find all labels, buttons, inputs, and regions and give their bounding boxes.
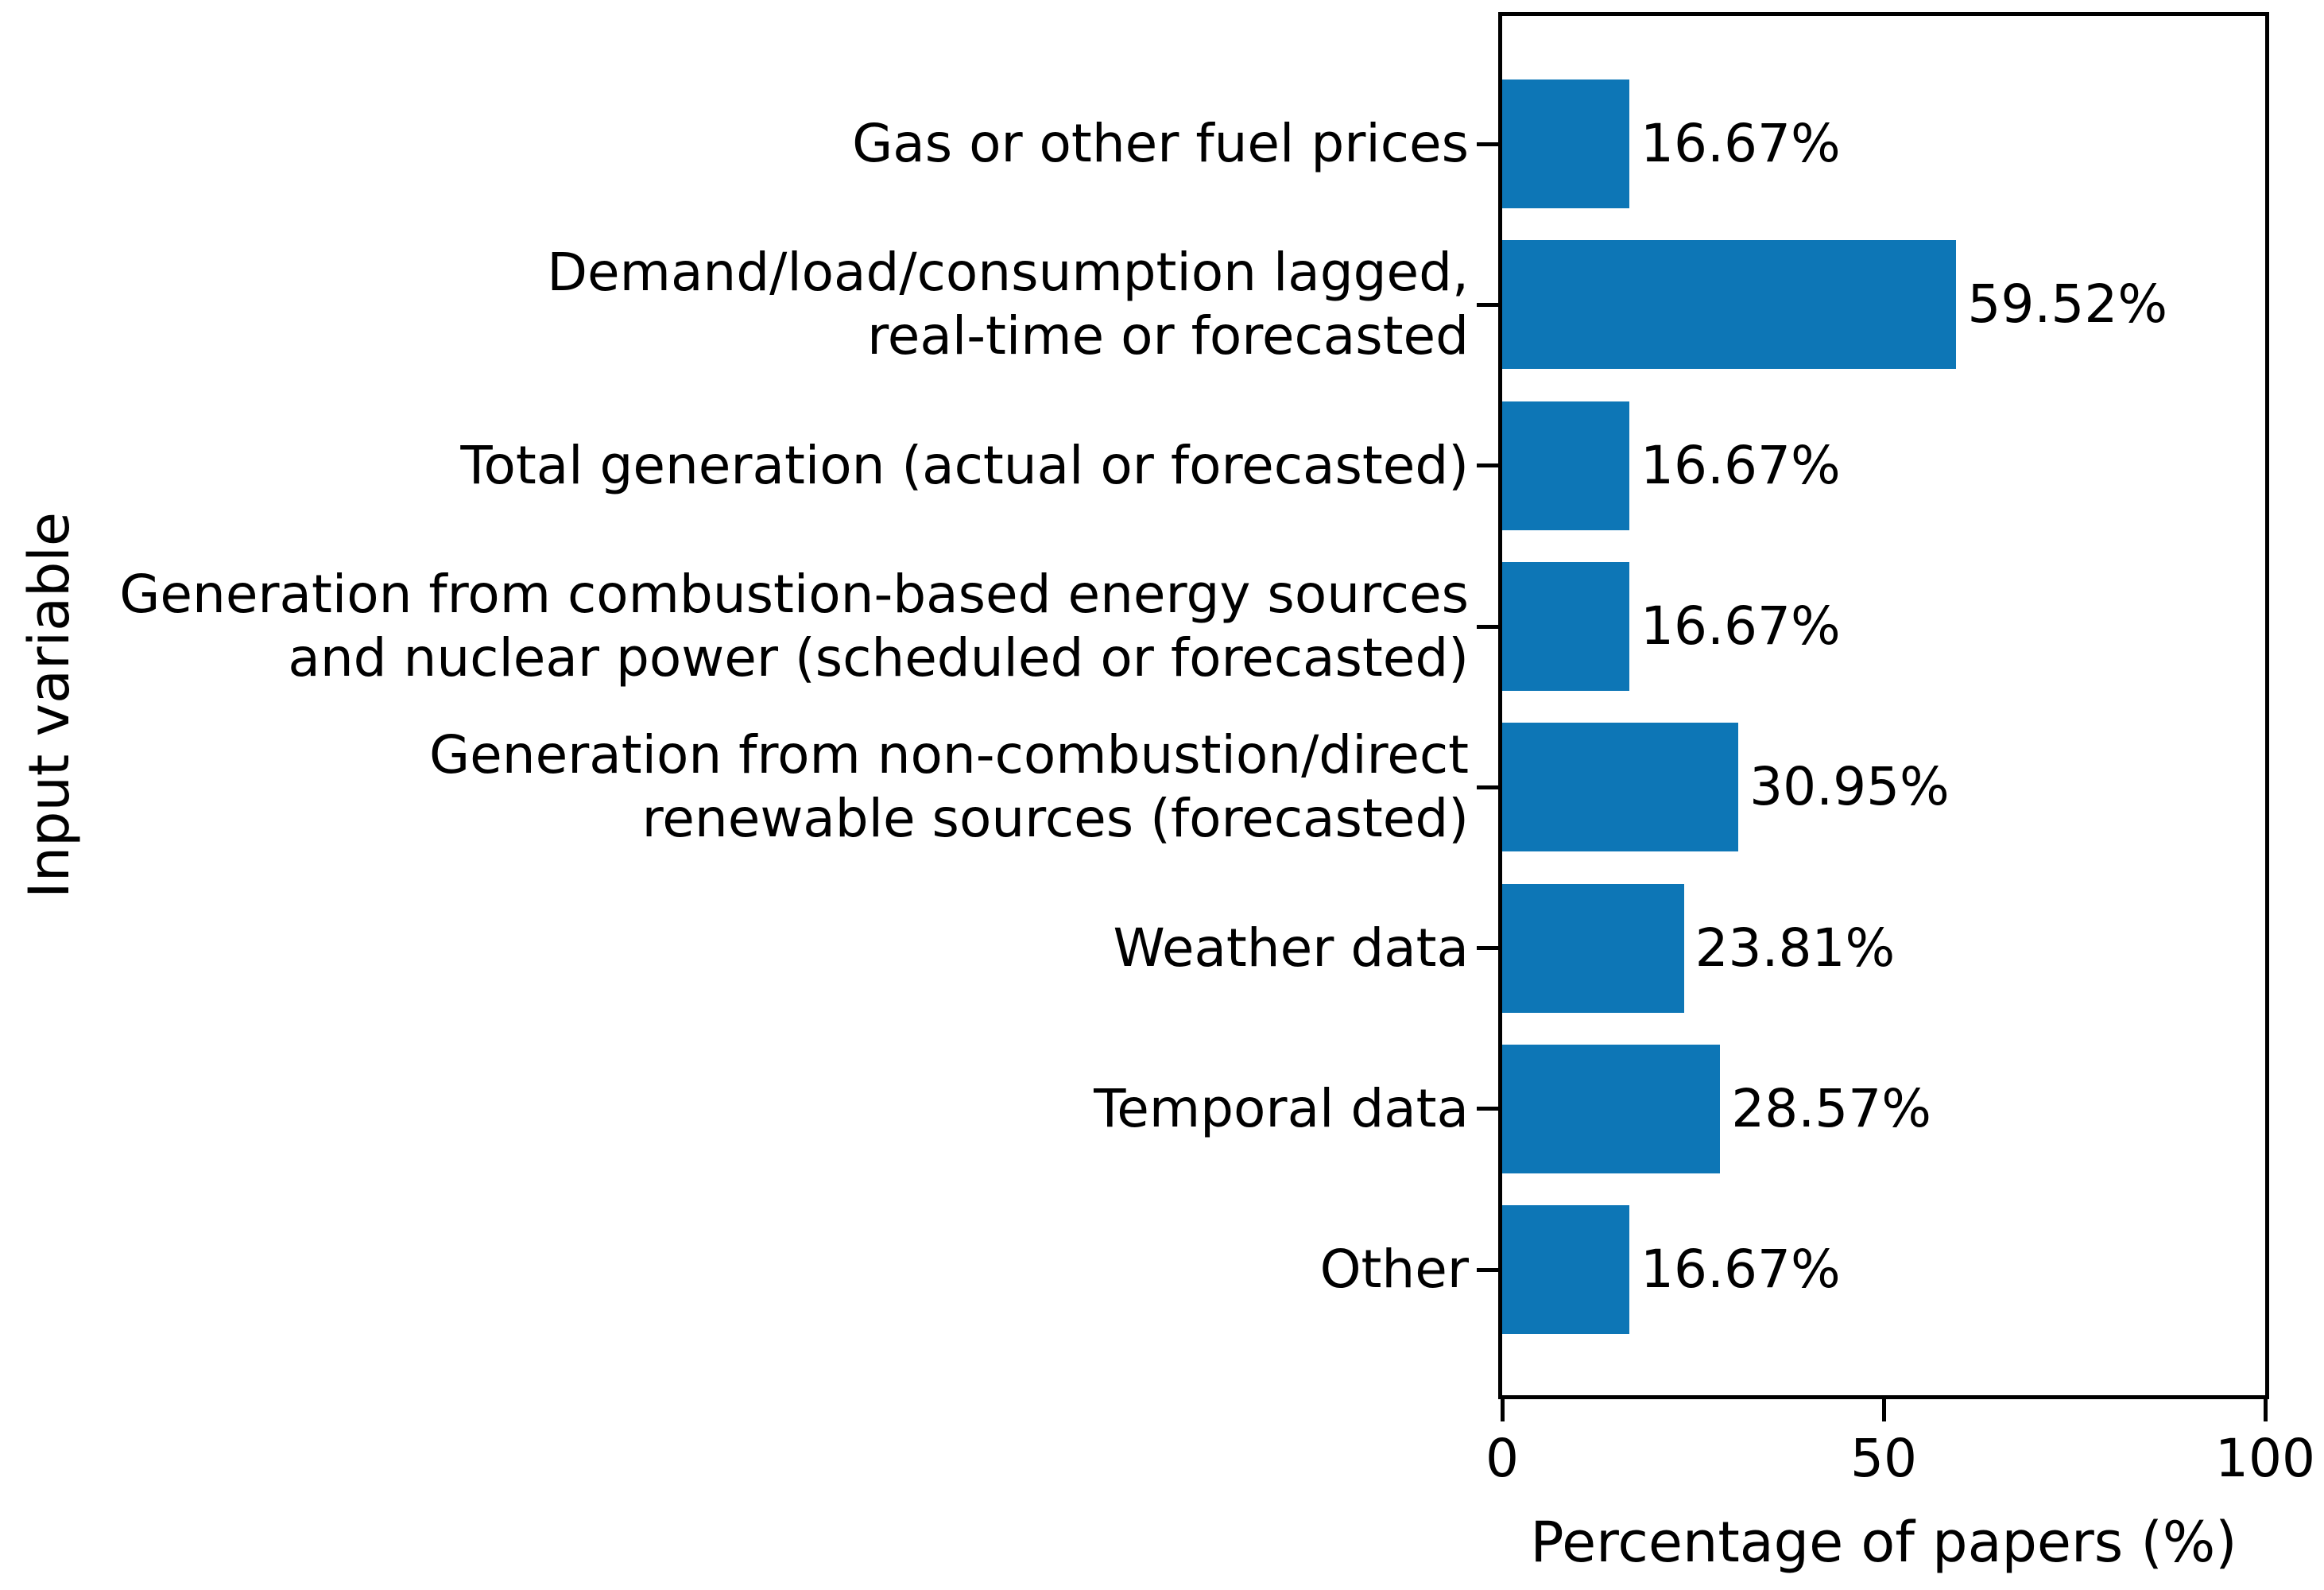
bar-value-label: 16.67%	[1640, 434, 1841, 496]
bar-value-label: 16.67%	[1640, 113, 1841, 175]
bar	[1502, 723, 1739, 852]
bar	[1502, 562, 1630, 692]
x-tick-label: 50	[1850, 1428, 1917, 1489]
bar-value-label: 59.52%	[1967, 273, 2168, 335]
category-label: Temporal data	[1094, 1077, 1469, 1139]
bar-value-label: 23.81%	[1695, 917, 1896, 979]
bar	[1502, 1205, 1630, 1335]
y-axis-tick	[1477, 946, 1502, 951]
bar-value-label: 16.67%	[1640, 595, 1841, 657]
bar	[1502, 1044, 1721, 1173]
bar	[1502, 401, 1630, 530]
y-axis-tick	[1477, 1267, 1502, 1272]
y-axis-tick	[1477, 624, 1502, 629]
x-axis-tick	[2263, 1395, 2268, 1421]
y-axis-title: Input variable	[17, 512, 82, 898]
bar-value-label: 16.67%	[1640, 1239, 1841, 1301]
bar	[1502, 240, 1957, 370]
y-axis-tick	[1477, 142, 1502, 146]
category-label: Weather data	[1113, 917, 1469, 979]
y-axis-tick	[1477, 785, 1502, 789]
x-axis-tick	[1500, 1395, 1505, 1421]
y-axis-tick	[1477, 1107, 1502, 1111]
x-axis-title: Percentage of papers (%)	[1530, 1510, 2237, 1575]
y-axis-tick	[1477, 302, 1502, 307]
x-tick-label: 0	[1485, 1428, 1519, 1489]
bar	[1502, 80, 1630, 209]
bar-value-label: 30.95%	[1749, 756, 1950, 818]
y-axis-tick	[1477, 463, 1502, 468]
x-axis-tick	[1881, 1395, 1886, 1421]
category-label: Generation from combustion-based energy …	[119, 564, 1469, 689]
category-label: Generation from non-combustion/direct re…	[428, 724, 1469, 850]
x-tick-label: 100	[2215, 1428, 2315, 1489]
category-label: Demand/load/consumption lagged, real-tim…	[547, 242, 1469, 367]
category-label: Gas or other fuel prices	[852, 113, 1469, 175]
category-label: Other	[1319, 1239, 1469, 1301]
category-label: Total generation (actual or forecasted)	[460, 434, 1469, 496]
bar	[1502, 883, 1684, 1013]
bar-value-label: 28.57%	[1731, 1077, 1931, 1139]
plot-area	[1498, 12, 2269, 1399]
